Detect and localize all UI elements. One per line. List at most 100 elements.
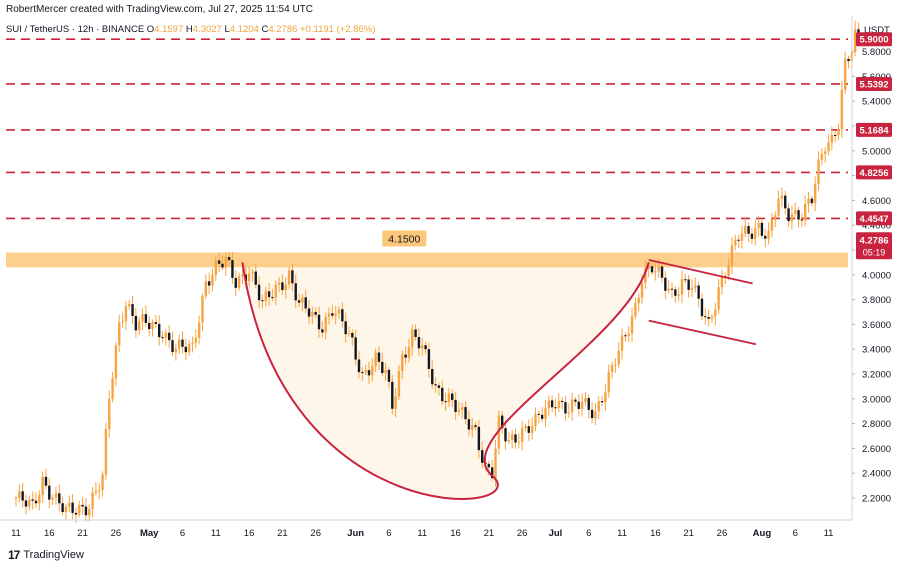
candle-body: [341, 309, 344, 322]
candle-body: [277, 282, 281, 285]
candle-body: [21, 491, 24, 501]
candle-body: [207, 281, 211, 286]
candle-body: [627, 333, 630, 336]
candle-body: [674, 289, 677, 296]
y-tick-label: 2.8000: [862, 419, 891, 430]
x-tick-label: 6: [586, 528, 591, 539]
candle-body: [311, 311, 314, 317]
candle-body: [823, 151, 827, 155]
candle-body: [524, 426, 527, 429]
candle-body: [317, 314, 321, 330]
candle-body: [411, 329, 414, 348]
candle-body: [750, 233, 754, 239]
candle-body: [257, 284, 261, 301]
candle-body: [474, 425, 477, 427]
candle-body: [387, 369, 391, 382]
y-tick-label: 5.4000: [862, 97, 891, 108]
candle-body: [141, 314, 144, 322]
candle-body: [91, 492, 94, 510]
candle-body: [68, 502, 71, 507]
candle-body: [151, 322, 154, 330]
candle-body: [307, 308, 311, 317]
candle-body: [577, 401, 580, 409]
candle-body: [657, 266, 660, 272]
candle-body: [600, 401, 604, 403]
candle-body: [547, 400, 550, 409]
y-tick-label: 4.6000: [862, 196, 891, 207]
candle-body: [477, 426, 481, 451]
symbol-name[interactable]: SUI / TetherUS · 12h · BINANCE: [6, 24, 145, 35]
pattern-lines: [241, 259, 757, 500]
candle-body: [500, 415, 504, 429]
candle-body: [301, 297, 304, 303]
candle-body: [357, 359, 361, 373]
change-value: +0.1191 (+2.86%): [300, 24, 376, 35]
candle-body: [754, 228, 757, 239]
candle-body: [807, 198, 810, 205]
candle-body: [747, 226, 750, 234]
candle-body: [554, 407, 557, 409]
candle-body: [394, 396, 397, 409]
candle-body: [374, 352, 377, 367]
candle-body: [597, 401, 600, 412]
candle-body: [700, 298, 704, 317]
candle-body: [780, 195, 784, 199]
candle-body: [550, 400, 554, 408]
tradingview-brand: TradingView: [23, 549, 84, 561]
open-label: O: [146, 24, 155, 35]
candle-body: [637, 297, 640, 304]
candle-body: [241, 274, 244, 277]
candle-body: [714, 309, 717, 317]
candle-body: [457, 409, 461, 412]
candle-body: [58, 493, 61, 504]
x-tick-label: 16: [450, 528, 461, 539]
resistance-zone-band: [6, 252, 848, 268]
candlesticks: [14, 20, 860, 523]
candle-body: [677, 294, 680, 296]
candle-body: [44, 476, 48, 486]
candle-body: [647, 266, 650, 269]
candle-body: [540, 414, 544, 419]
candle-body: [697, 285, 700, 299]
y-tick-label: 5.8000: [862, 47, 891, 58]
candle-body: [421, 345, 424, 349]
candle-body: [461, 407, 464, 410]
open-value: 4.1597: [154, 24, 184, 35]
candle-body: [154, 322, 158, 324]
candle-body: [271, 297, 274, 299]
candle-body: [231, 260, 234, 278]
candle-body: [287, 270, 291, 285]
candle-body: [111, 378, 114, 400]
candle-body: [267, 291, 271, 298]
candle-body: [624, 335, 627, 337]
candle-body: [177, 339, 181, 349]
candle-body: [587, 398, 590, 410]
candle-body: [580, 402, 584, 409]
candle-body: [560, 400, 564, 403]
candle-body: [590, 409, 594, 419]
candle-body: [584, 398, 587, 403]
y-tick-label: 3.4000: [862, 345, 891, 356]
candle-body: [837, 128, 840, 136]
candle-body: [254, 271, 257, 285]
candle-body: [211, 274, 214, 286]
candle-body: [857, 29, 860, 35]
candle-body: [128, 304, 131, 307]
y-tick-label: 2.4000: [862, 469, 891, 480]
candle-body: [314, 311, 317, 315]
level-price-tag: [856, 122, 892, 137]
y-tick-label: 5.0000: [862, 146, 891, 157]
candle-body: [804, 204, 807, 221]
candle-body: [797, 210, 800, 220]
candle-body: [424, 345, 427, 350]
candle-body: [843, 58, 847, 90]
candle-body: [620, 335, 624, 351]
candle-body: [814, 183, 817, 204]
countdown-timer: 05:19: [863, 247, 886, 257]
x-tick-label: 6: [180, 528, 185, 539]
candle-body: [54, 493, 58, 498]
candle-body: [757, 222, 760, 229]
candle-body: [717, 287, 720, 310]
candle-body: [760, 222, 764, 236]
